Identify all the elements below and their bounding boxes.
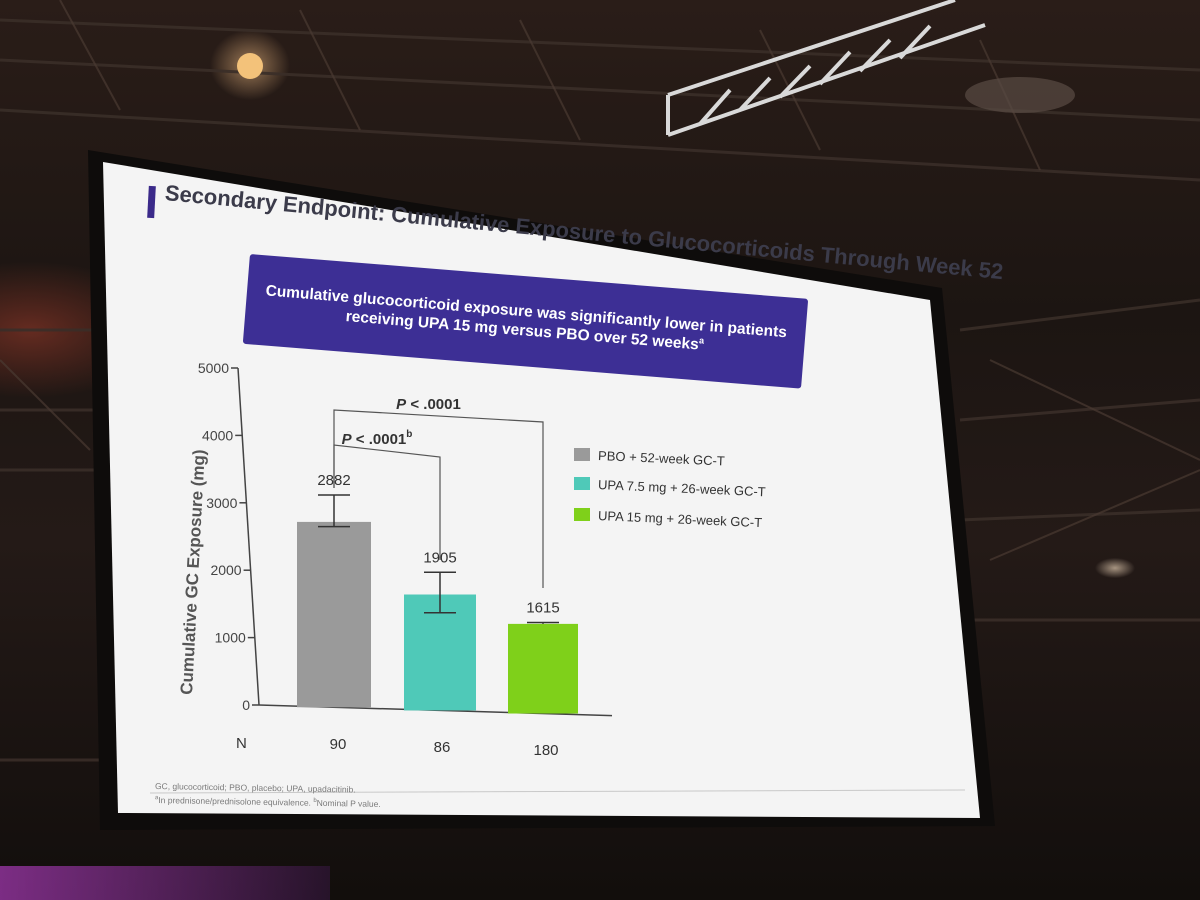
- n-value-1: 90: [330, 736, 347, 753]
- n-row: N 90 86 180: [236, 735, 559, 759]
- bar-2: [404, 594, 476, 711]
- bracket-line-2: [333, 444, 441, 560]
- comparison-bracket-2: P < .0001b: [333, 429, 441, 560]
- legend-label-2: UPA 7.5 mg + 26-week GC-T: [598, 477, 766, 499]
- chart-legend: PBO + 52-week GC-T UPA 7.5 mg + 26-week G…: [574, 448, 766, 530]
- bar-3: [508, 623, 578, 714]
- legend-swatch-2: [574, 477, 590, 490]
- y-axis-label: Cumulative GC Exposure (mg): [177, 449, 209, 695]
- y-tick-label: 5000: [198, 360, 229, 376]
- bar-1: [297, 521, 371, 708]
- legend-swatch-1: [574, 448, 590, 461]
- legend-label-1: PBO + 52-week GC-T: [598, 448, 725, 469]
- n-value-3: 180: [533, 742, 558, 759]
- p-value-superscript: b: [406, 429, 412, 440]
- legend-swatch-3: [574, 508, 590, 521]
- data-label-3: 1615: [526, 600, 559, 617]
- y-tick-label: 4000: [202, 427, 233, 443]
- p-value-text: < .0001: [352, 431, 407, 448]
- p-symbol: P: [342, 431, 353, 448]
- n-row-label: N: [236, 735, 247, 752]
- p-value-label-2: P < .0001b: [342, 429, 413, 448]
- y-tick-label: 3000: [206, 495, 237, 511]
- p-value-label-1: P < .0001: [396, 396, 461, 413]
- p-symbol: P: [396, 396, 407, 413]
- stage-light-strip: [0, 866, 330, 900]
- footnote-b-text: Nominal P value.: [316, 797, 381, 809]
- y-tick-label: 0: [242, 697, 250, 713]
- legend-label-3: UPA 15 mg + 26-week GC-T: [598, 508, 763, 530]
- y-tick-label: 1000: [215, 630, 246, 646]
- y-tick-label: 2000: [210, 562, 241, 578]
- y-axis-line: [237, 367, 260, 706]
- n-value-2: 86: [434, 739, 451, 756]
- p-value-text: < .0001: [406, 396, 461, 413]
